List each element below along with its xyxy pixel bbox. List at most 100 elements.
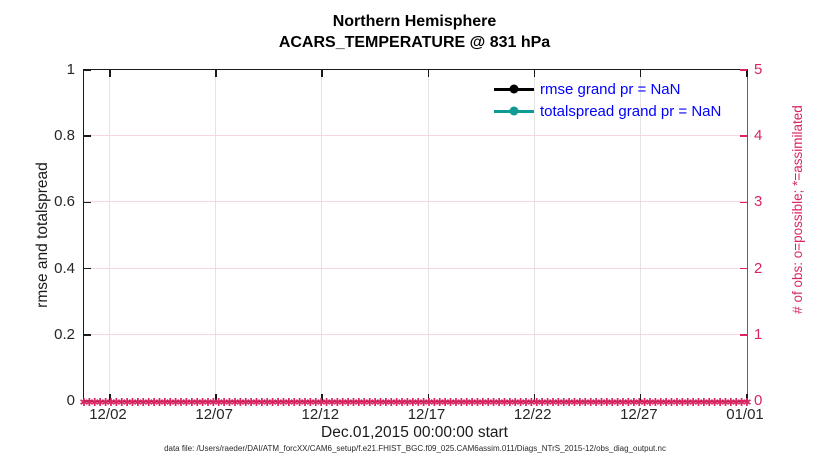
obs-count-marker: ✱	[171, 396, 181, 409]
obs-count-marker: ✱	[354, 396, 364, 409]
obs-count-marker: ✱	[392, 396, 402, 409]
obs-count-marker: ✱	[720, 396, 731, 409]
chart-subtitle: ACARS_TEMPERATURE @ 831 hPa	[278, 34, 551, 51]
obs-count-marker: ✱	[494, 396, 504, 409]
obs-count-marker: ✱	[726, 396, 736, 409]
obs-count-marker: ✱	[656, 396, 666, 409]
obs-count-marker: ✱	[564, 396, 574, 409]
obs-count-marker: ✱	[591, 396, 601, 409]
obs-count-marker: ✱	[677, 396, 687, 409]
obs-count-marker: ✱	[295, 396, 305, 409]
legend-entry-rmse: rmse grand pr = NaN	[494, 78, 721, 100]
x-gridline	[639, 70, 641, 401]
obs-count-marker: ✱	[160, 396, 170, 409]
y-tick-label-right: 2	[754, 259, 763, 277]
y-axis-label-left: rmse and totalspread	[34, 162, 51, 308]
obs-count-marker: ✱	[219, 396, 229, 409]
y-tick-label-right: 0	[754, 392, 763, 409]
obs-count-marker: ✱	[79, 396, 89, 409]
y-tick-right	[740, 400, 747, 402]
obs-count-marker: ✱	[462, 396, 472, 409]
x-gridline	[533, 70, 535, 401]
obs-count-marker: ✱	[273, 396, 283, 409]
x-tick-bottom	[533, 394, 536, 401]
x-tick-top	[109, 70, 111, 77]
obs-count-marker: ✱	[224, 396, 235, 409]
obs-count-marker: ✱	[117, 396, 127, 409]
x-tick-bottom	[746, 394, 748, 401]
obs-count-marker: ✱	[133, 396, 143, 409]
obs-count-marker: ✱	[278, 396, 289, 409]
x-tick-label: 12/12	[301, 406, 340, 423]
obs-count-marker: ✱	[602, 396, 612, 409]
obs-count-marker: ✱	[144, 396, 154, 409]
obs-count-marker: ✱	[262, 396, 272, 409]
x-tick-bottom	[109, 394, 111, 401]
obs-count-marker: ✱	[90, 396, 100, 409]
y-tick-right	[740, 69, 747, 71]
data-file-annotation: data file: /Users/raeder/DAI/ATM_forcXX/…	[164, 444, 666, 453]
y-tick-label-right: 1	[754, 325, 763, 343]
obs-count-marker: ✱	[607, 396, 617, 409]
obs-count-marker: ✱	[187, 396, 197, 409]
obs-count-marker: ✱	[305, 396, 315, 409]
obs-count-marker: ✱	[440, 396, 450, 409]
chart-title-block: Northern Hemisphere ACARS_TEMPERATURE @ …	[83, 11, 746, 53]
obs-count-marker: ✱	[424, 396, 434, 409]
obs-count-marker: ✱	[386, 396, 396, 409]
obs-count-marker: ✱	[510, 396, 520, 409]
obs-count-marker: ✱	[413, 396, 423, 409]
x-tick-bottom	[427, 394, 429, 401]
y-gridline	[84, 201, 747, 203]
obs-count-marker: ✱	[499, 396, 510, 409]
x-tick-label: 01/01	[726, 406, 764, 423]
obs-count-marker: ✱	[214, 396, 224, 409]
y-gridline	[84, 267, 747, 269]
y-tick-label-left: 0.8	[54, 127, 75, 145]
obs-count-marker: ✱	[683, 396, 693, 409]
x-tick-label: 12/22	[513, 406, 552, 423]
obs-count-marker: ✱	[343, 396, 353, 409]
obs-count-marker: ✱	[192, 396, 202, 409]
obs-count-marker: ✱	[122, 396, 132, 409]
y-tick-right	[740, 135, 747, 137]
obs-count-marker: ✱	[289, 396, 299, 409]
x-tick-top	[321, 70, 323, 77]
obs-count-marker: ✱	[618, 396, 628, 409]
y-tick-label-right: 3	[754, 193, 763, 211]
obs-count-marker: ✱	[203, 396, 213, 409]
obs-count-marker: ✱	[127, 396, 138, 409]
obs-count-marker: ✱	[138, 396, 148, 409]
y-tick-left	[84, 201, 91, 204]
obs-count-marker: ✱	[268, 396, 278, 409]
obs-count-marker: ✱	[580, 396, 590, 409]
obs-count-marker: ✱	[445, 396, 456, 409]
x-tick-top	[639, 70, 642, 77]
obs-count-marker: ✱	[321, 396, 332, 409]
x-axis-label: Dec.01,2015 00:00:00 start	[321, 424, 508, 441]
obs-count-marker: ✱	[375, 396, 386, 409]
y-tick-label-right: 5	[754, 61, 763, 78]
obs-count-marker: ✱	[348, 396, 359, 409]
legend-label-totalspread: totalspread grand pr = NaN	[540, 102, 722, 120]
obs-count-marker: ✱	[639, 396, 650, 409]
obs-count-marker: ✱	[731, 396, 741, 409]
obs-count-marker: ✱	[650, 396, 660, 409]
y-tick-right	[740, 267, 747, 270]
x-gridline	[109, 70, 110, 401]
obs-count-marker: ✱	[742, 396, 752, 409]
obs-count-marker: ✱	[316, 396, 326, 409]
y-tick-left	[84, 69, 91, 71]
totalspread-marker-icon	[509, 106, 519, 116]
obs-count-marker: ✱	[408, 396, 418, 409]
y-gridline	[84, 333, 747, 335]
obs-count-marker: ✱	[710, 396, 720, 409]
obs-count-marker: ✱	[230, 396, 240, 409]
obs-count-marker: ✱	[672, 396, 682, 409]
y-tick-label-right: 4	[754, 127, 763, 145]
y-tick-left	[84, 135, 91, 137]
obs-count-marker: ✱	[111, 396, 121, 409]
legend: rmse grand pr = NaN totalspread grand pr…	[494, 78, 721, 122]
obs-count-marker: ✱	[451, 396, 461, 409]
